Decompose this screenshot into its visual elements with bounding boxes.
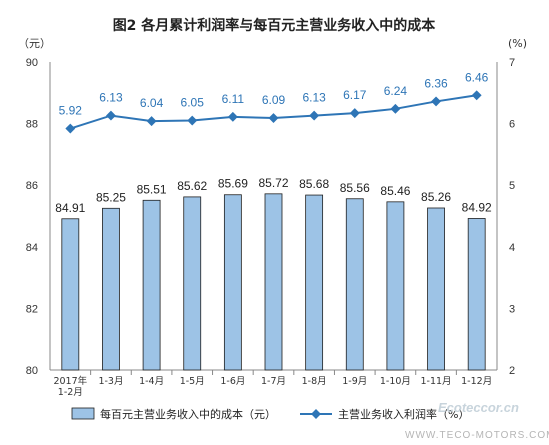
legend-line-marker xyxy=(311,409,321,419)
bar xyxy=(61,218,80,371)
bar xyxy=(264,193,283,371)
line-value-label: 6.46 xyxy=(465,70,489,84)
legend-bar-label: 每百元主营业务收入中的成本（元） xyxy=(100,407,276,421)
bar xyxy=(386,201,405,371)
line-value-label: 6.04 xyxy=(140,96,164,110)
right-tick-label: 5 xyxy=(509,180,515,192)
left-tick-label: 90 xyxy=(26,57,38,69)
line-point xyxy=(146,116,157,127)
right-axis-unit: (%) xyxy=(508,37,527,50)
category-label: 1-10月 xyxy=(380,376,411,387)
watermark: Ecoteccor.cn WWW.TECO-MOTORS.COM xyxy=(405,400,549,441)
bar xyxy=(305,194,324,371)
legend-line-label: 主营业务收入利润率（%） xyxy=(338,407,469,421)
bar-value-label: 85.68 xyxy=(299,177,329,191)
line-value-label: 6.13 xyxy=(99,91,123,105)
bar-value-label: 85.62 xyxy=(177,179,207,193)
right-tick-label: 4 xyxy=(509,242,515,254)
line-value-label: 6.05 xyxy=(181,96,205,110)
watermark-logo: Ecoteccor.cn xyxy=(438,400,519,415)
line-value-label: 6.11 xyxy=(222,92,245,106)
bar-value-label: 84.92 xyxy=(462,200,492,214)
bar-value-label: 85.26 xyxy=(421,190,451,204)
line-value-label: 6.36 xyxy=(424,76,448,90)
left-tick-label: 88 xyxy=(26,119,38,131)
left-tick-label: 80 xyxy=(26,365,38,377)
bar xyxy=(183,196,202,371)
line-point xyxy=(268,113,279,124)
bar-value-label: 85.56 xyxy=(340,181,370,195)
bar xyxy=(467,218,486,371)
bar-value-label: 85.25 xyxy=(96,190,126,204)
legend-bar-swatch xyxy=(71,407,95,420)
category-label: 1-4月 xyxy=(139,376,164,387)
left-tick-label: 84 xyxy=(26,242,38,254)
category-label: 1-6月 xyxy=(220,376,245,387)
line-point xyxy=(309,110,320,121)
bar xyxy=(102,207,120,371)
bar-value-label: 85.46 xyxy=(380,184,410,198)
line-point xyxy=(390,103,401,114)
line-point xyxy=(187,115,198,126)
line-value-label: 6.13 xyxy=(302,91,326,105)
legend: 每百元主营业务收入中的成本（元） 主营业务收入利润率（%） xyxy=(71,407,469,421)
category-label: 1-12月 xyxy=(461,376,492,387)
right-tick-label: 7 xyxy=(509,57,515,69)
left-tick-label: 82 xyxy=(26,303,38,315)
category-label: 1-11月 xyxy=(421,376,452,387)
line-point xyxy=(349,108,360,119)
left-axis-unit: （元） xyxy=(18,37,51,50)
category-label: 1-5月 xyxy=(180,376,205,387)
line-value-label: 6.24 xyxy=(384,84,408,98)
category-label: 1-3月 xyxy=(98,376,123,387)
category-label: 2017年 xyxy=(53,375,87,387)
watermark-url: WWW.TECO-MOTORS.COM xyxy=(405,430,549,441)
right-tick-label: 6 xyxy=(509,119,515,131)
line-value-label: 6.09 xyxy=(262,93,286,107)
line-value-label: 6.17 xyxy=(343,88,367,102)
bar xyxy=(142,199,161,371)
bar xyxy=(345,198,364,371)
line-point xyxy=(227,111,238,122)
bar xyxy=(223,194,242,371)
right-tick-label: 2 xyxy=(509,365,515,377)
bar xyxy=(427,207,445,371)
category-label: 1-9月 xyxy=(342,376,367,387)
line-point xyxy=(106,110,116,121)
chart-title: 图2 各月累计利润率与每百元主营业务收入中的成本 xyxy=(113,17,437,34)
right-tick-label: 3 xyxy=(509,303,515,315)
line-value-label: 5.92 xyxy=(59,104,83,118)
bar-value-label: 85.51 xyxy=(137,182,167,196)
line-point xyxy=(471,90,482,101)
line-point xyxy=(65,123,76,134)
category-label: 1-2月 xyxy=(58,387,83,398)
category-label: 1-8月 xyxy=(302,376,327,387)
bar-value-label: 85.72 xyxy=(258,176,288,190)
line-point xyxy=(431,96,441,107)
bar-value-label: 85.69 xyxy=(218,177,248,191)
left-tick-label: 86 xyxy=(26,180,38,192)
category-label: 1-7月 xyxy=(261,376,286,387)
bar-value-label: 84.91 xyxy=(55,201,85,215)
